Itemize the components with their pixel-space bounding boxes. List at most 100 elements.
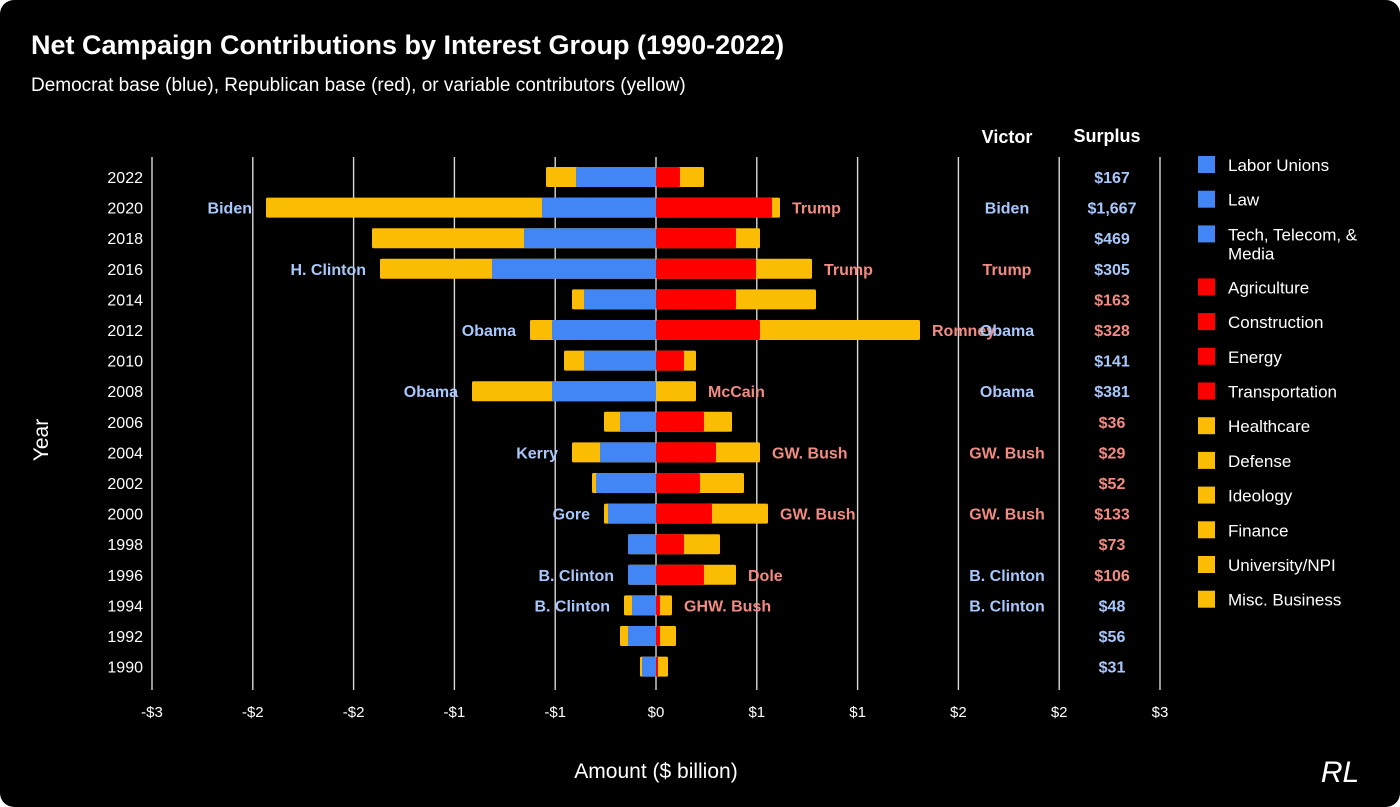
democrat-candidate-label: Obama: [404, 384, 458, 401]
surplus-value: $167: [1094, 170, 1130, 187]
y-tick-label: 2004: [107, 445, 143, 462]
democrat-candidate-label: Obama: [462, 323, 516, 340]
bar-segment-democrat: [576, 167, 656, 187]
y-tick-label: 1994: [107, 598, 143, 615]
surplus-value: $73: [1099, 537, 1126, 554]
legend-swatch: [1198, 225, 1215, 243]
legend-label: Tech, Telecom, &: [1228, 225, 1358, 244]
surplus-value: $31: [1099, 660, 1126, 677]
legend-swatch: [1198, 190, 1215, 208]
legend-swatch: [1198, 382, 1215, 400]
bar-segment-republican: [656, 350, 684, 371]
democrat-candidate-label: B. Clinton: [534, 598, 610, 615]
legend-swatch: [1198, 486, 1215, 504]
surplus-value: $52: [1099, 476, 1126, 493]
y-tick-label: 2002: [107, 476, 143, 493]
victor-column-header: Victor: [982, 127, 1033, 147]
y-tick-label: 2020: [107, 201, 143, 218]
legend-swatch: [1198, 451, 1215, 469]
y-tick-label: 1998: [107, 537, 143, 554]
victor-label: Trump: [983, 262, 1032, 279]
bar-segment-democrat: [492, 258, 656, 279]
surplus-value: $1,667: [1088, 201, 1137, 218]
x-tick-label: -$2: [242, 704, 264, 721]
bar-segment-democrat: [628, 534, 656, 555]
y-tick-label: 2018: [107, 231, 143, 248]
bar-segment-republican: [656, 289, 736, 310]
legend-swatch: [1198, 521, 1215, 539]
surplus-value: $48: [1099, 598, 1126, 615]
surplus-value: $328: [1094, 323, 1130, 340]
y-tick-label: 2000: [107, 507, 143, 524]
bar-segment-democrat: [642, 656, 656, 677]
republican-candidate-label: McCain: [708, 384, 765, 401]
bar-segment-republican: [656, 411, 704, 432]
republican-candidate-label: GW. Bush: [772, 445, 848, 462]
surplus-value: $106: [1094, 568, 1130, 585]
legend-label: Healthcare: [1228, 417, 1310, 436]
y-tick-label: 2010: [107, 354, 143, 371]
republican-candidate-label: Trump: [824, 262, 873, 279]
surplus-value: $29: [1099, 445, 1126, 462]
legend-swatch: [1198, 313, 1215, 331]
x-tick-label: -$1: [444, 704, 466, 721]
bar-segment-democrat: [552, 320, 656, 340]
chart-title: Net Campaign Contributions by Interest G…: [31, 30, 785, 60]
bar-segment-republican: [656, 442, 716, 463]
legend-swatch: [1198, 347, 1215, 365]
bar-segment-democrat: [542, 197, 656, 218]
bar-segment-democrat: [584, 350, 656, 371]
signature-logo: RL: [1321, 756, 1359, 789]
y-tick-label: 2016: [107, 262, 143, 279]
bar-segment-democrat: [524, 228, 656, 249]
bar-segment-democrat: [632, 595, 656, 616]
surplus-value: $305: [1094, 262, 1130, 279]
legend-label: Labor Unions: [1228, 156, 1329, 175]
x-tick-label: $2: [950, 704, 967, 721]
bar-segment-republican: [656, 503, 712, 524]
bar-segment-republican: [656, 320, 760, 340]
legend-label: Finance: [1228, 521, 1288, 540]
democrat-candidate-label: Kerry: [516, 445, 558, 462]
bar-segment-democrat: [552, 381, 656, 402]
legend-swatch: [1198, 278, 1215, 296]
democrat-candidate-label: B. Clinton: [538, 568, 614, 585]
bar-segment-republican: [656, 258, 756, 279]
chart-subtitle: Democrat base (blue), Republican base (r…: [31, 75, 686, 96]
surplus-value: $163: [1094, 292, 1130, 309]
bar-segment-democrat: [596, 473, 656, 493]
republican-candidate-label: Trump: [792, 201, 841, 218]
bar-segment-variable: [656, 656, 668, 677]
legend-label: Law: [1228, 191, 1260, 210]
surplus-value: $141: [1094, 354, 1130, 371]
x-tick-label: -$2: [343, 704, 365, 721]
y-tick-label: 2012: [107, 323, 143, 340]
bar-segment-democrat: [628, 626, 656, 646]
victor-label: GW. Bush: [969, 445, 1045, 462]
legend-swatch: [1198, 417, 1215, 435]
legend-label: Agriculture: [1228, 278, 1309, 297]
x-tick-label: $3: [1152, 704, 1169, 721]
victor-label: B. Clinton: [969, 598, 1045, 615]
legend-swatch: [1198, 590, 1215, 608]
bar-segment-republican: [656, 656, 658, 677]
legend-label: Transportation: [1228, 383, 1337, 402]
bar-segment-republican: [656, 534, 684, 555]
y-tick-label: 2014: [107, 292, 143, 309]
x-tick-label: $0: [648, 704, 665, 721]
legend-label-line2: Media: [1228, 244, 1275, 263]
legend-swatch: [1198, 556, 1215, 573]
bar-segment-republican: [656, 228, 736, 249]
victor-label: Obama: [980, 323, 1034, 340]
republican-candidate-label: GHW. Bush: [684, 598, 771, 615]
x-tick-label: $1: [748, 704, 765, 721]
victor-label: Obama: [980, 384, 1034, 401]
surplus-column-header: Surplus: [1073, 126, 1140, 146]
bar-segment-democrat: [584, 289, 656, 310]
bar-segment-democrat: [620, 411, 656, 432]
y-tick-label: 1990: [107, 660, 143, 677]
y-tick-label: 2022: [107, 170, 143, 187]
republican-candidate-label: Romney: [932, 323, 995, 340]
surplus-value: $36: [1099, 415, 1126, 432]
